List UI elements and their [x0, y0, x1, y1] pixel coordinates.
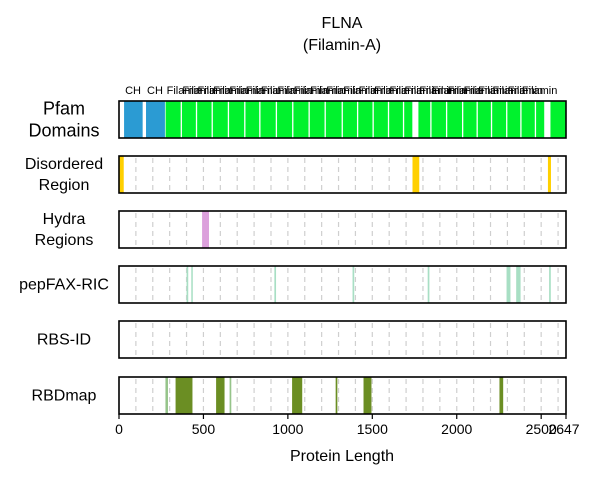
- region-segment: [363, 377, 372, 414]
- region-segment: [229, 377, 232, 414]
- track-label: Region: [39, 177, 90, 194]
- pfam-domain-segment: [146, 101, 165, 138]
- pfam-domain-label: Filamin: [167, 85, 202, 97]
- pfam-domain-label: Filamin: [374, 85, 409, 97]
- track-frame: [118, 265, 567, 304]
- region-segment: [292, 377, 303, 414]
- pfam-domain-label: Filamin: [478, 85, 513, 97]
- pfam-domain-label: Filamin: [182, 85, 217, 97]
- pfam-domain-label: Filamin: [419, 85, 454, 97]
- pfam-domain-label: Filamin: [508, 85, 543, 97]
- chart-title-line-1: FLNA: [322, 15, 363, 32]
- pfam-domain-label: Filamin: [310, 85, 345, 97]
- track-label: Pfam: [43, 99, 85, 119]
- region-segment: [119, 156, 124, 193]
- track-frame: [118, 210, 567, 249]
- region-segment: [335, 377, 338, 414]
- track-5: RBDmap: [32, 376, 567, 415]
- pfam-domain-label: Filamin: [359, 85, 394, 97]
- pfam-domain-label: Filamin: [213, 85, 248, 97]
- pfam-domain-label: Filamin: [294, 85, 329, 97]
- x-tick-label: 1000: [272, 421, 303, 437]
- pfam-domain-label: Filamin: [390, 85, 425, 97]
- region-segment: [547, 156, 551, 193]
- region-segment: [274, 266, 277, 303]
- x-axis-title: Protein Length: [290, 448, 394, 465]
- track-label: Hydra: [43, 211, 86, 228]
- pfam-domain-label: Filamin: [522, 85, 557, 97]
- pfam-domain-label: Filamin: [405, 85, 440, 97]
- region-segment: [516, 266, 521, 303]
- pfam-domain-label: Filamin: [432, 85, 467, 97]
- track-2: Hydra Regions: [35, 210, 567, 249]
- chart-title-line-2: (Filamin-A): [303, 37, 381, 54]
- region-segment: [175, 377, 193, 414]
- pfam-domain-label: Filamin: [246, 85, 281, 97]
- pfam-domain-label: Filamin: [448, 85, 483, 97]
- x-tick-label: 1500: [357, 421, 388, 437]
- track-3: pepFAX-RIC: [19, 265, 567, 304]
- region-segment: [216, 377, 225, 414]
- region-segment: [549, 266, 551, 303]
- track-label: pepFAX-RIC: [19, 277, 109, 294]
- track-frame: [118, 320, 567, 359]
- pfam-domain-segment: [165, 101, 413, 138]
- track-1: Disordered Region: [25, 155, 567, 194]
- x-tick-label: 0: [115, 421, 123, 437]
- region-segment: [186, 266, 189, 303]
- pfam-domain-label: Filamin: [464, 85, 499, 97]
- region-segment: [427, 266, 430, 303]
- pfam-domain-label: Filamin: [277, 85, 312, 97]
- track-frame: [118, 100, 567, 139]
- pfam-domain-segment: [124, 101, 143, 138]
- x-tick-label: 500: [192, 421, 216, 437]
- pfam-domain-label: Filamin: [326, 85, 361, 97]
- track-frame: [118, 376, 567, 415]
- pfam-domain-label: Filamin: [343, 85, 378, 97]
- x-tick-label: 2500: [526, 421, 557, 437]
- pfam-domain-label: CH: [147, 85, 163, 97]
- region-segment: [191, 266, 193, 303]
- pfam-domain-label: Filamin: [261, 85, 296, 97]
- x-tick-label: 2647: [548, 421, 579, 437]
- track-label: Domains: [28, 121, 99, 141]
- pfam-domain-label: Filamin: [229, 85, 264, 97]
- region-segment: [506, 266, 511, 303]
- pfam-domain-segment: [550, 101, 566, 138]
- region-segment: [165, 377, 168, 414]
- track-4: RBS-ID: [37, 320, 567, 359]
- pfam-domain-label: CH: [125, 85, 141, 97]
- pfam-domain-segment: [418, 101, 545, 138]
- region-segment: [352, 266, 355, 303]
- pfam-domain-label: Filamin: [493, 85, 528, 97]
- track-frame: [118, 155, 567, 194]
- region-segment: [499, 377, 504, 414]
- track-label: RBS-ID: [37, 332, 91, 349]
- track-label: Regions: [35, 232, 94, 249]
- region-segment: [412, 156, 420, 193]
- track-label: Disordered: [25, 156, 103, 173]
- pfam-domain-label: Filamin: [198, 85, 233, 97]
- track-label: RBDmap: [32, 388, 97, 405]
- x-tick-label: 2000: [441, 421, 472, 437]
- region-segment: [202, 211, 210, 248]
